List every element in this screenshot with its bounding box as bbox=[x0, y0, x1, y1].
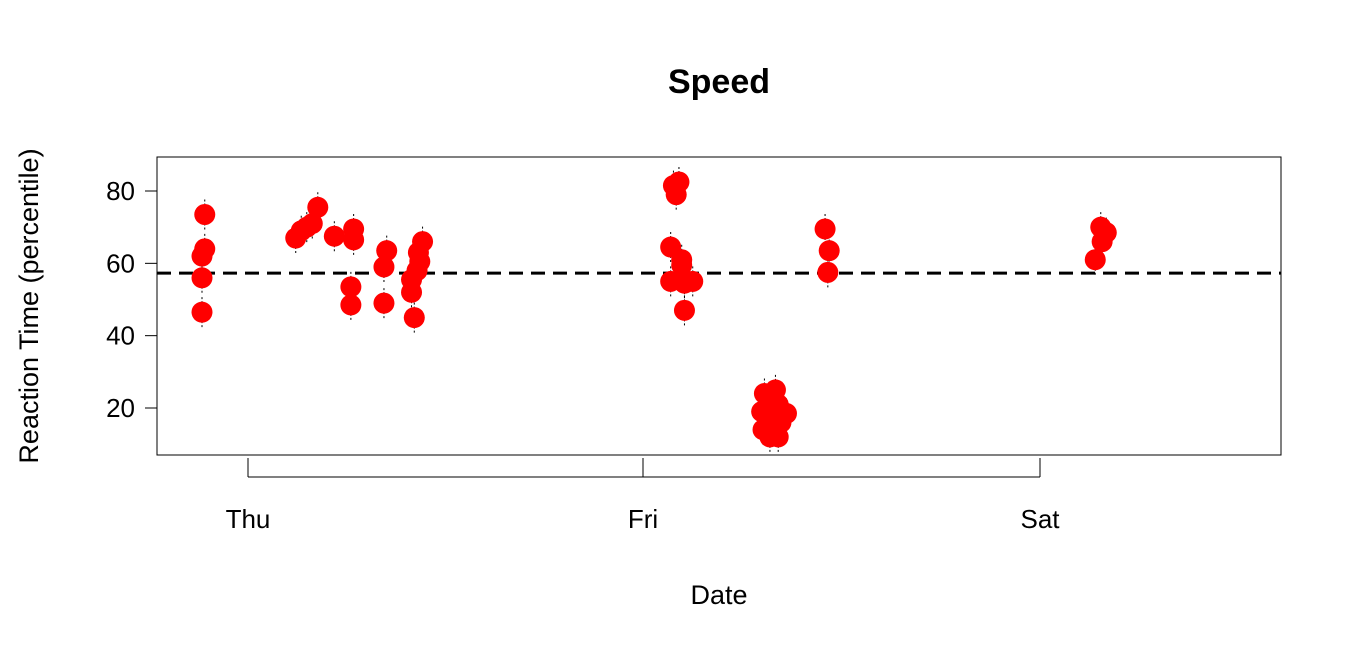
data-point bbox=[373, 256, 395, 278]
error-bars bbox=[201, 166, 1107, 452]
data-point bbox=[301, 213, 323, 235]
data-point bbox=[373, 292, 395, 314]
data-point bbox=[668, 171, 690, 193]
data-point bbox=[376, 240, 398, 262]
data-points bbox=[191, 171, 1117, 448]
y-tick-label: 80 bbox=[106, 176, 135, 206]
data-point bbox=[673, 299, 695, 321]
data-point bbox=[814, 218, 836, 240]
data-point bbox=[191, 267, 213, 289]
x-tick-label: Thu bbox=[226, 504, 271, 534]
x-tick-label: Sat bbox=[1020, 504, 1060, 534]
data-point bbox=[775, 402, 797, 424]
data-point bbox=[817, 261, 839, 283]
x-axis: Thu Fri Sat bbox=[226, 458, 1060, 534]
data-point bbox=[671, 254, 693, 276]
x-tick-label: Fri bbox=[628, 504, 658, 534]
y-axis-label: Reaction Time (percentile) bbox=[14, 148, 44, 463]
data-point bbox=[412, 231, 434, 253]
data-point bbox=[409, 251, 431, 273]
data-point bbox=[191, 301, 213, 323]
y-tick-label: 60 bbox=[106, 248, 135, 278]
data-point bbox=[340, 294, 362, 316]
chart-title: Speed bbox=[668, 63, 770, 101]
data-point bbox=[818, 240, 840, 262]
y-tick-label: 40 bbox=[106, 321, 135, 351]
data-point bbox=[1095, 222, 1117, 244]
data-point bbox=[323, 225, 345, 247]
data-point bbox=[340, 276, 362, 298]
x-axis-label: Date bbox=[690, 580, 747, 610]
data-point bbox=[194, 238, 216, 260]
y-tick-label: 20 bbox=[106, 393, 135, 423]
data-point bbox=[194, 204, 216, 226]
data-point bbox=[403, 307, 425, 329]
data-point bbox=[307, 196, 329, 218]
data-point bbox=[343, 229, 365, 251]
data-point bbox=[682, 270, 704, 292]
y-axis: 20 40 60 80 bbox=[106, 176, 158, 423]
data-point bbox=[1084, 249, 1106, 271]
